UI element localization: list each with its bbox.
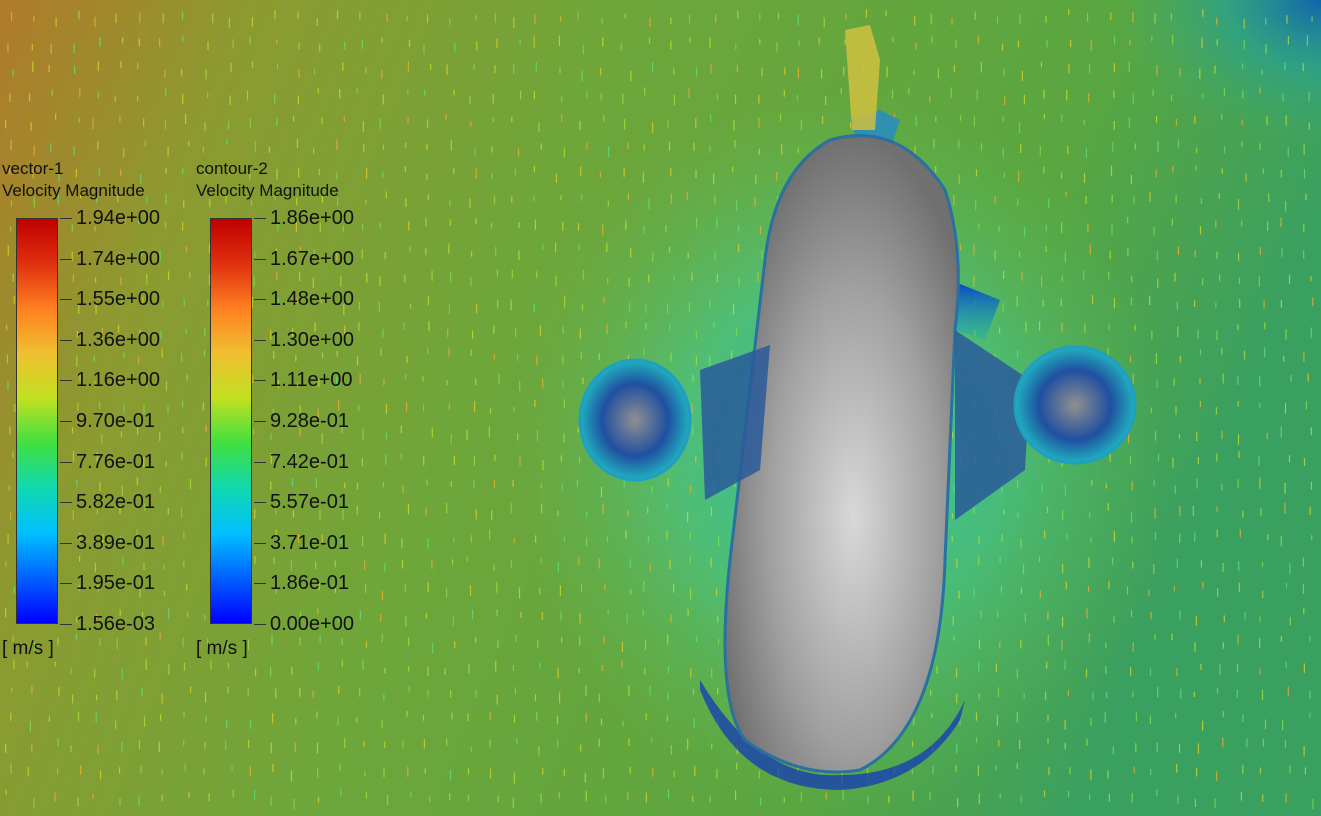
legend-label: 1.86e-01 <box>270 572 349 595</box>
legend-tick <box>254 218 266 219</box>
legend-label: 3.89e-01 <box>76 531 155 554</box>
legend-label: 7.76e-01 <box>76 450 155 473</box>
colorbar <box>16 218 58 624</box>
legend-tick <box>254 502 266 504</box>
legend-title: contour-2 <box>196 159 268 178</box>
wake-region-lower <box>700 680 965 790</box>
colorbar <box>210 218 252 624</box>
legend-label: 7.42e-01 <box>270 450 349 473</box>
legend-tick <box>254 624 266 625</box>
legend-tick <box>254 542 266 544</box>
legend-label: 9.28e-01 <box>270 410 349 432</box>
legend-label: 9.70e-01 <box>76 410 155 432</box>
legend-tick <box>60 624 72 625</box>
legend-tick <box>60 339 72 341</box>
legend-tick <box>60 421 72 422</box>
legend-tick <box>254 583 266 585</box>
legend-label: 1.16e+00 <box>76 369 160 392</box>
right-wing-strut <box>955 330 1030 520</box>
right-thruster-pod <box>1013 345 1137 465</box>
legend-label: 1.55e+00 <box>76 288 160 311</box>
legend-label: 3.71e-01 <box>270 531 349 554</box>
legend-tick <box>60 299 72 301</box>
vehicle-body <box>578 25 1137 790</box>
left-thruster-pod <box>578 358 692 482</box>
legend-unit: [ m/s ] <box>196 638 248 659</box>
wake-region-upper <box>950 280 1000 340</box>
legend-title: vector-1 <box>2 159 64 178</box>
legend-tick <box>60 258 72 260</box>
legend-vector-1: vector-1 Velocity Magnitude 1.94e+00 1.74… <box>2 158 160 659</box>
legend-label: 1.11e+00 <box>270 369 353 392</box>
legend-tick <box>60 380 72 382</box>
legend-tick <box>254 299 266 301</box>
legend-label: 1.36e+00 <box>76 328 160 351</box>
legend-unit: [ m/s ] <box>2 638 54 659</box>
legend-tick <box>60 542 72 544</box>
legend-label: 1.67e+00 <box>270 247 354 270</box>
legend-tick <box>60 461 72 463</box>
legend-tick <box>60 502 72 504</box>
legend-label: 1.86e+00 <box>270 207 354 229</box>
legend-tick <box>254 421 266 422</box>
legend-tick <box>60 583 72 585</box>
legend-tick <box>254 380 266 382</box>
legend-label: 0.00e+00 <box>270 613 354 635</box>
legend-label: 1.56e-03 <box>76 613 155 635</box>
legend-tick <box>254 461 266 463</box>
legend-label: 5.57e-01 <box>270 491 349 514</box>
legend-tick <box>254 339 266 341</box>
legend-label: 1.94e+00 <box>76 207 160 229</box>
legend-tick <box>254 258 266 260</box>
legend-label: 5.82e-01 <box>76 491 155 514</box>
legend-variable: Velocity Magnitude <box>2 181 145 200</box>
left-wing-strut <box>700 345 770 500</box>
legend-contour-2: contour-2 Velocity Magnitude 1.86e+00 1.6… <box>196 158 354 659</box>
legend-label: 1.48e+00 <box>270 288 354 311</box>
sail-tip <box>845 25 880 130</box>
legend-label: 1.74e+00 <box>76 247 160 270</box>
legend-tick <box>60 218 72 219</box>
legend-label: 1.30e+00 <box>270 328 354 351</box>
legend-label: 1.95e-01 <box>76 572 155 595</box>
legend-variable: Velocity Magnitude <box>196 181 339 200</box>
